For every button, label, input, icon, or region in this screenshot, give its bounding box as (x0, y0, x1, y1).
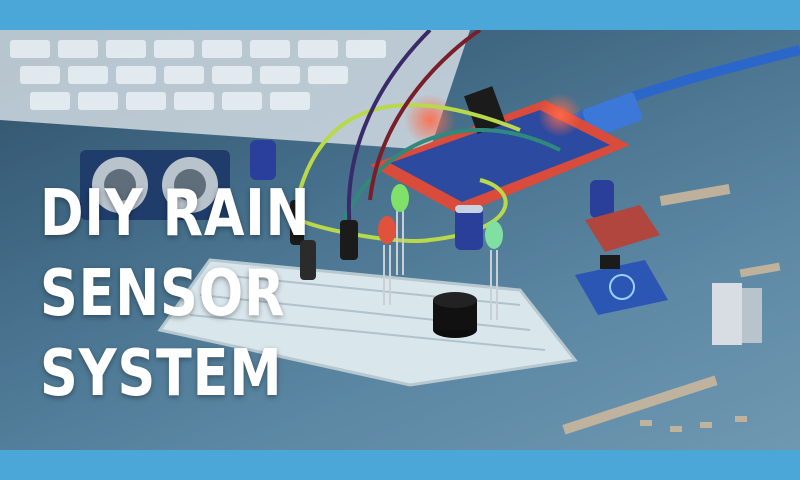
electronics-photo: DIY RAIN SENSOR SYSTEM (0, 30, 800, 450)
title-line-3: SYSTEM (40, 342, 282, 406)
title-line-1: DIY RAIN (40, 182, 310, 246)
buzzer (433, 292, 477, 338)
title-line-2: SENSOR (40, 262, 285, 326)
connector-block (712, 283, 762, 345)
